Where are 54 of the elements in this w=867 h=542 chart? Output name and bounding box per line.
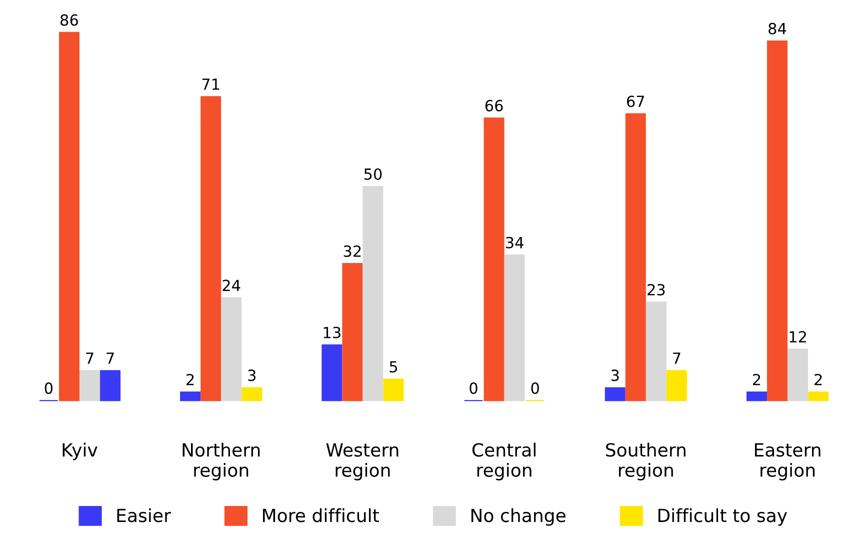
legend-label: More difficult xyxy=(263,508,379,522)
data-label: 23 xyxy=(648,284,665,296)
data-label: 2 xyxy=(814,374,822,386)
x-tick-label: Southern region xyxy=(606,442,686,480)
data-label: 66 xyxy=(485,100,503,112)
data-label: 71 xyxy=(202,78,220,90)
data-label: 7 xyxy=(673,352,680,364)
bar xyxy=(221,297,242,402)
data-label: 50 xyxy=(364,168,382,180)
data-label: 24 xyxy=(222,280,240,291)
data-label: 3 xyxy=(248,370,256,382)
bar xyxy=(808,391,829,402)
bar xyxy=(200,96,222,402)
x-tick-label: Western region xyxy=(326,443,398,480)
bar xyxy=(666,370,687,402)
bar xyxy=(604,387,626,402)
data-label: 3 xyxy=(611,370,619,382)
data-label: 84 xyxy=(768,22,786,34)
bar xyxy=(342,263,363,402)
bar xyxy=(788,348,808,402)
bar xyxy=(180,391,201,402)
data-label: 7 xyxy=(106,352,114,364)
data-label: 67 xyxy=(626,96,644,108)
data-label: 5 xyxy=(390,361,398,373)
bar xyxy=(646,302,666,402)
x-tick-label: Eastern region xyxy=(754,443,820,480)
data-label: 34 xyxy=(506,236,524,248)
legend-label: No change xyxy=(471,508,566,526)
bar xyxy=(79,370,100,402)
data-label: 0 xyxy=(531,382,539,394)
bar xyxy=(625,113,646,402)
x-tick-label: Kyiv xyxy=(62,442,98,460)
bar xyxy=(504,254,525,402)
bar xyxy=(746,391,767,402)
x-tick-label: Central region xyxy=(472,442,536,480)
legend-label: Difficult to say xyxy=(658,508,788,526)
data-label: 13 xyxy=(324,326,340,338)
data-label: 0 xyxy=(470,382,478,394)
data-label: 2 xyxy=(186,374,194,386)
data-label: 2 xyxy=(752,374,760,386)
bar xyxy=(322,344,342,402)
legend-label: Easier xyxy=(117,508,171,522)
data-label: 32 xyxy=(344,245,361,257)
bar xyxy=(383,378,404,402)
bar xyxy=(58,32,80,402)
bar xyxy=(484,118,504,402)
bar xyxy=(242,387,262,402)
data-label: 86 xyxy=(60,14,78,26)
bar xyxy=(767,40,788,402)
data-label: 12 xyxy=(790,331,806,342)
x-tick-label: Northern region xyxy=(182,442,260,480)
data-label: 0 xyxy=(44,382,53,394)
bar xyxy=(362,186,384,402)
data-label: 7 xyxy=(86,352,94,364)
